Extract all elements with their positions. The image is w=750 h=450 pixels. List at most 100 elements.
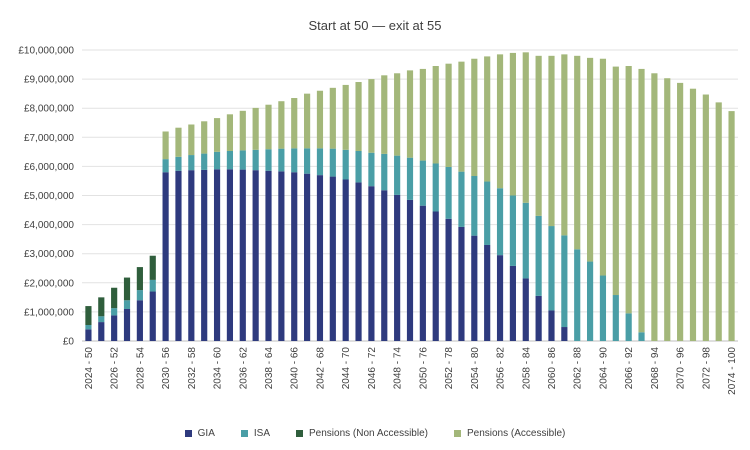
- x-tick-label: 2054 - 80: [470, 347, 481, 390]
- bar-segment: [664, 78, 671, 342]
- bar-segment: [368, 79, 375, 153]
- bar-segment: [406, 157, 414, 200]
- bar-segment: [342, 84, 349, 150]
- bar-segment: [98, 316, 105, 323]
- x-tick-label: 2034 - 60: [213, 347, 224, 390]
- x-tick-label: 2062 - 88: [573, 347, 584, 390]
- bar-segment: [522, 52, 529, 203]
- bar-segment: [162, 131, 169, 160]
- x-tick-label: 2026 - 52: [110, 347, 121, 390]
- bar-segment: [432, 163, 439, 212]
- bar-segment: [252, 170, 259, 341]
- bar-segment: [574, 55, 581, 250]
- x-tick-label: 2038 - 64: [264, 347, 275, 390]
- bar-segment: [394, 155, 401, 195]
- bar-segment: [162, 172, 169, 341]
- bar-segment: [458, 61, 465, 172]
- bar-segment: [278, 148, 285, 172]
- bar-segment: [188, 155, 195, 171]
- bar-segment: [316, 175, 324, 341]
- bar-segment: [226, 114, 234, 151]
- legend-label: Pensions (Accessible): [466, 428, 566, 439]
- bar-segment: [496, 188, 504, 256]
- bar-segment: [599, 58, 607, 276]
- bar-segment: [548, 55, 555, 227]
- bar-segment: [458, 226, 465, 341]
- bar-segment: [304, 173, 311, 341]
- bar-segment: [586, 57, 594, 262]
- x-tick-label: 2068 - 94: [650, 347, 661, 390]
- bar-segment: [445, 63, 452, 167]
- bar-segment: [355, 150, 362, 183]
- bar-segment: [342, 149, 349, 180]
- bar-segment: [278, 171, 285, 341]
- bar-segment: [316, 148, 324, 176]
- bar-segment: [574, 249, 581, 341]
- bar-segment: [381, 75, 388, 154]
- y-tick-label: £2,000,000: [24, 278, 74, 289]
- bar-segment: [638, 332, 645, 341]
- bar-segment: [291, 172, 298, 341]
- bar-segment: [291, 98, 298, 149]
- x-tick-label: 2066 - 92: [624, 347, 635, 390]
- bar-segment: [496, 54, 504, 189]
- bar-segment: [689, 88, 697, 341]
- x-tick-label: 2056 - 82: [496, 347, 507, 390]
- bar-segment: [175, 156, 182, 171]
- bar-segment: [85, 329, 92, 341]
- bar-segment: [304, 148, 311, 174]
- bar-segment: [561, 235, 568, 328]
- bar-segment: [175, 127, 182, 157]
- bar-segment: [419, 160, 426, 206]
- bar-segment: [342, 179, 349, 341]
- bar-segment: [522, 202, 529, 279]
- bar-segment: [201, 121, 208, 154]
- bar-segment: [252, 107, 259, 150]
- bar-segment: [265, 149, 272, 171]
- y-tick-label: £4,000,000: [24, 220, 74, 231]
- bar-segment: [355, 82, 362, 151]
- chart-legend: GIA ISA Pensions (Non Accessible) Pensions …: [0, 428, 750, 439]
- bar-segment: [213, 169, 221, 341]
- bar-segment: [612, 66, 619, 296]
- bar-segment: [213, 118, 221, 152]
- legend-swatch: [184, 430, 192, 437]
- legend-swatch: [296, 430, 304, 437]
- bar-segment: [149, 279, 156, 292]
- legend-swatch: [240, 430, 248, 437]
- bar-segment: [612, 295, 619, 341]
- x-tick-label: 2074 - 100: [727, 347, 738, 395]
- bar-segment: [561, 54, 568, 236]
- y-tick-label: £3,000,000: [24, 249, 74, 260]
- bar-segment: [85, 324, 92, 330]
- bar-segment: [162, 159, 169, 173]
- bar-segment: [85, 306, 92, 325]
- bar-segment: [329, 87, 336, 149]
- bar-segment: [432, 66, 439, 164]
- bar-segment: [175, 170, 182, 341]
- bar-segment: [522, 278, 529, 341]
- x-tick-label: 2048 - 74: [393, 347, 404, 390]
- bar-segment: [406, 70, 414, 158]
- legend-item: GIA: [184, 428, 215, 439]
- y-tick-label: £8,000,000: [24, 104, 74, 115]
- bar-segment: [213, 151, 221, 170]
- bar-segment: [509, 265, 516, 341]
- bar-segment: [445, 218, 452, 341]
- x-tick-label: 2042 - 68: [315, 347, 326, 390]
- bar-segment: [188, 170, 195, 341]
- bar-segment: [123, 277, 131, 301]
- bar-segment: [188, 124, 195, 156]
- bar-segment: [548, 310, 555, 341]
- x-tick-label: 2058 - 84: [521, 347, 532, 390]
- x-tick-label: 2072 - 98: [701, 347, 712, 390]
- bar-segment: [252, 149, 259, 171]
- bar-segment: [586, 261, 594, 341]
- bar-segment: [149, 291, 156, 341]
- x-tick-label: 2050 - 76: [418, 347, 429, 390]
- bar-segment: [226, 169, 234, 341]
- bar-segment: [728, 111, 735, 341]
- bar-segment: [535, 215, 542, 296]
